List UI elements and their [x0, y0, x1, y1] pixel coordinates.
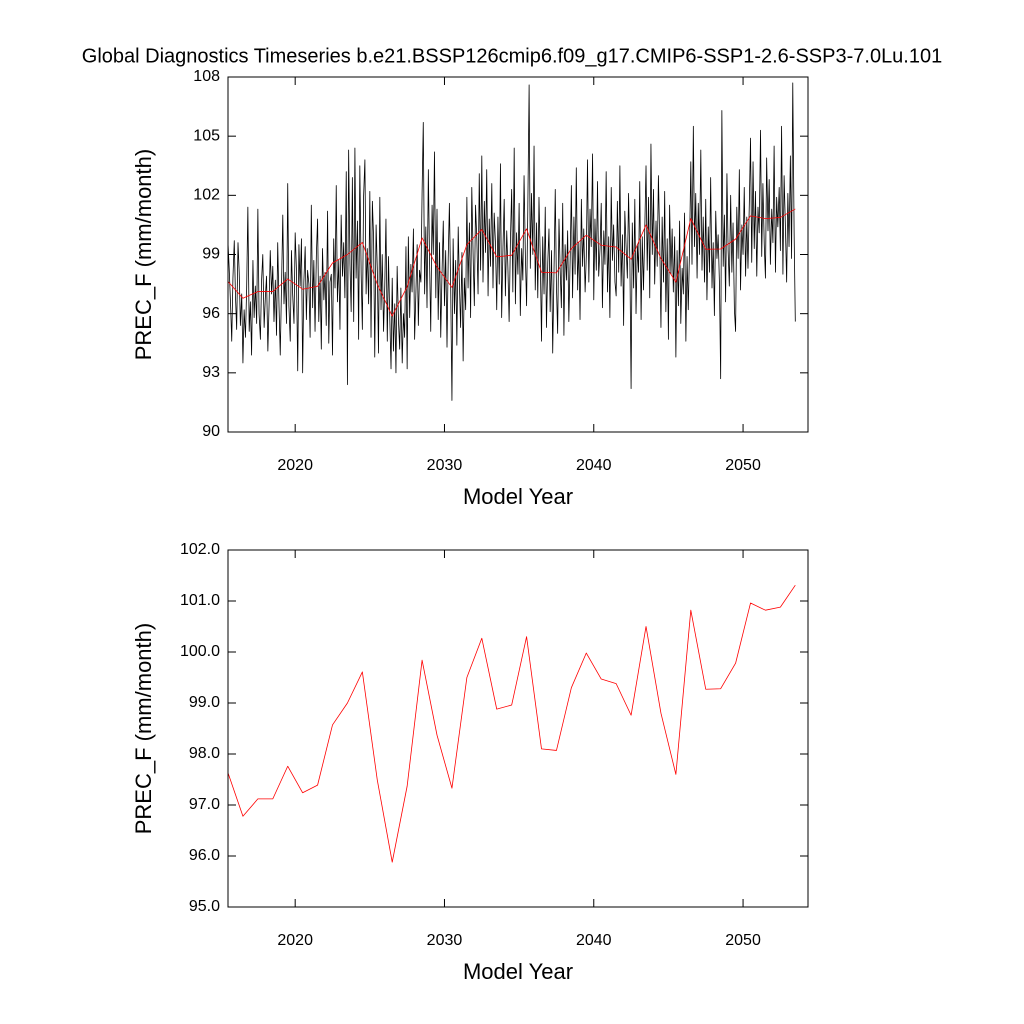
- y-tick-label: 99.0: [189, 694, 220, 711]
- data-line: [228, 208, 796, 317]
- y-tick-label: 96: [202, 305, 220, 322]
- y-tick-label: 102: [193, 187, 220, 204]
- x-tick-label: 2030: [427, 932, 463, 949]
- y-tick-label: 108: [193, 68, 220, 85]
- x-tick-label: 2040: [576, 457, 612, 474]
- y-tick-label: 100.0: [180, 643, 220, 660]
- x-tick-label: 2050: [725, 457, 761, 474]
- y-tick-label: 101.0: [180, 592, 220, 609]
- y-axis-label: PREC_F (mm/month): [131, 623, 156, 834]
- x-axis-label: Model Year: [463, 959, 573, 984]
- y-tick-label: 98.0: [189, 745, 220, 762]
- x-tick-label: 2040: [576, 932, 612, 949]
- y-axis-label: PREC_F (mm/month): [131, 149, 156, 360]
- chart-title: Global Diagnostics Timeseries b.e21.BSSP…: [82, 45, 942, 67]
- y-tick-label: 96.0: [189, 847, 220, 864]
- x-axis-label: Model Year: [463, 484, 573, 509]
- x-tick-label: 2050: [725, 932, 761, 949]
- data-line: [228, 584, 796, 863]
- x-tick-label: 2020: [277, 932, 313, 949]
- y-tick-label: 97.0: [189, 796, 220, 813]
- y-tick-label: 99: [202, 246, 220, 263]
- x-tick-label: 2030: [427, 457, 463, 474]
- y-tick-label: 95.0: [189, 898, 220, 915]
- y-tick-label: 90: [202, 423, 220, 440]
- plot-area: [228, 82, 796, 401]
- data-line: [228, 82, 796, 401]
- plot-frame: [227, 549, 809, 908]
- y-tick-label: 105: [193, 127, 220, 144]
- plot-area: [228, 584, 796, 863]
- y-tick-label: 93: [202, 364, 220, 381]
- x-tick-label: 2020: [277, 457, 313, 474]
- y-tick-label: 102.0: [180, 541, 220, 558]
